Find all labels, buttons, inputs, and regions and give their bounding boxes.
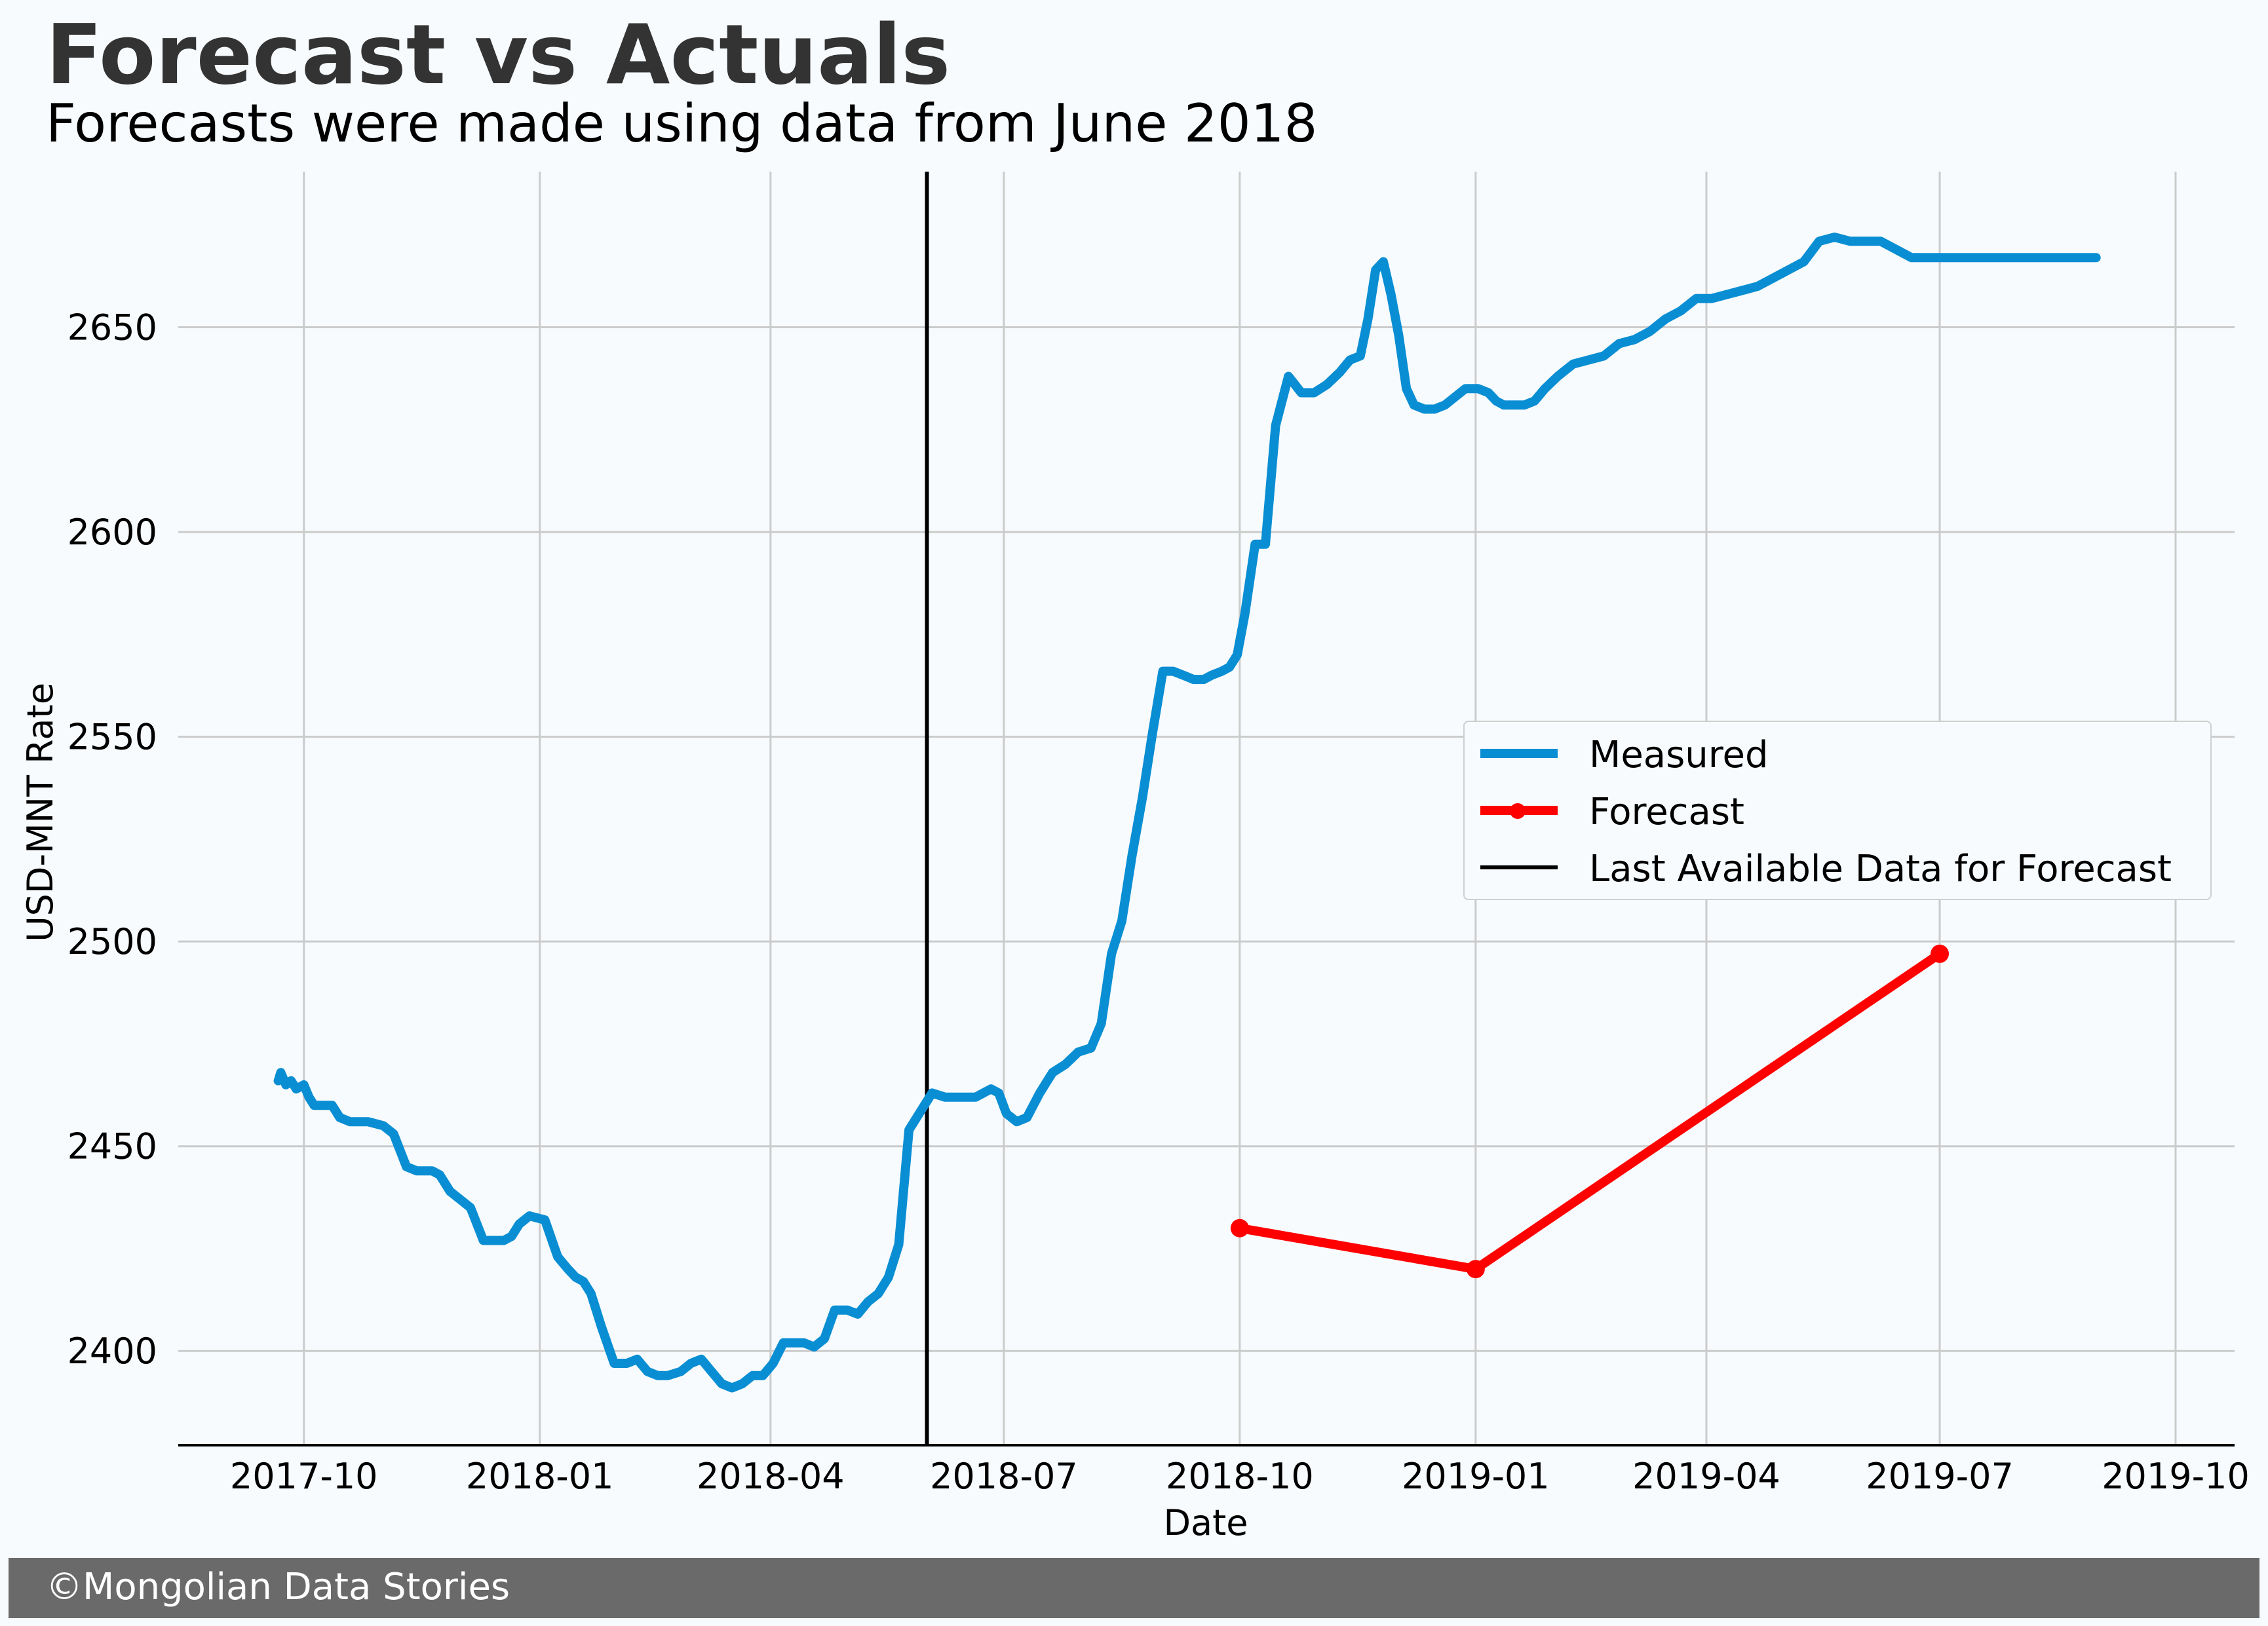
x-tick-label-2018-07: 2018-07: [930, 1456, 1078, 1497]
y-tick-label-2600: 2600: [67, 512, 157, 553]
x-tick-label-2019-04: 2019-04: [1632, 1456, 1780, 1497]
x-tick-label-2019-01: 2019-01: [1402, 1456, 1550, 1497]
forecast-series-line: [1235, 949, 1944, 1274]
x-tick-label-2018-01: 2018-01: [466, 1456, 614, 1497]
forecast-point-2018-10-01: [1230, 1219, 1249, 1238]
y-tick-label-2400: 2400: [67, 1331, 157, 1372]
legend-item-vline: Last Available Data for Forecast: [1465, 842, 2210, 895]
x-tick-label-2018-10: 2018-10: [1166, 1456, 1314, 1497]
forecast-point-2019-07-01: [1931, 944, 1950, 963]
x-tick-label-2018-04: 2018-04: [697, 1456, 845, 1497]
y-axis-label: USD-MNT Rate: [20, 683, 61, 942]
legend-label-measured: Measured: [1589, 734, 1769, 776]
chart-area: 2017-10 2018-01 2018-04 2018-07 2018-10 2019-…: [20, 172, 2250, 1543]
legend-label-forecast: Forecast: [1589, 791, 1744, 833]
y-tick-label-2450: 2450: [67, 1126, 157, 1167]
legend-item-forecast: Forecast: [1465, 785, 2210, 838]
x-tick-label-2017-10: 2017-10: [230, 1456, 378, 1497]
x-ticks: 2017-10 2018-01 2018-04 2018-07 2018-10 2019-…: [230, 1456, 2250, 1497]
legend-marker-forecast: [1510, 803, 1526, 819]
x-tick-label-2019-10: 2019-10: [2102, 1456, 2250, 1497]
footer-credit: ©Mongolian Data Stories: [46, 1566, 510, 1608]
legend: Measured Forecast Last Available Data fo…: [1463, 721, 2212, 900]
legend-item-measured: Measured: [1465, 728, 2210, 781]
chart-title: Forecast vs Actuals: [46, 7, 951, 103]
footer-bar: ©Mongolian Data Stories: [9, 1558, 2259, 1618]
y-tick-label-2550: 2550: [67, 717, 157, 758]
y-ticks: 2400 2450 2500 2550 2600 2650: [67, 307, 157, 1372]
series-layer: [273, 233, 2101, 1393]
legend-label-vline: Last Available Data for Forecast: [1589, 848, 2172, 890]
x-axis-label: Date: [1163, 1502, 1248, 1543]
measured-series-line: [273, 233, 2101, 1393]
y-tick-label-2500: 2500: [67, 921, 157, 962]
chart-subtitle: Forecasts were made using data from June…: [46, 93, 1318, 154]
x-tick-label-2019-07: 2019-07: [1866, 1456, 2014, 1497]
y-tick-label-2650: 2650: [67, 307, 157, 349]
legend-swatch-vline: [1480, 865, 1558, 869]
legend-swatch-measured: [1480, 749, 1558, 758]
forecast-point-2019-01-01: [1466, 1260, 1485, 1279]
